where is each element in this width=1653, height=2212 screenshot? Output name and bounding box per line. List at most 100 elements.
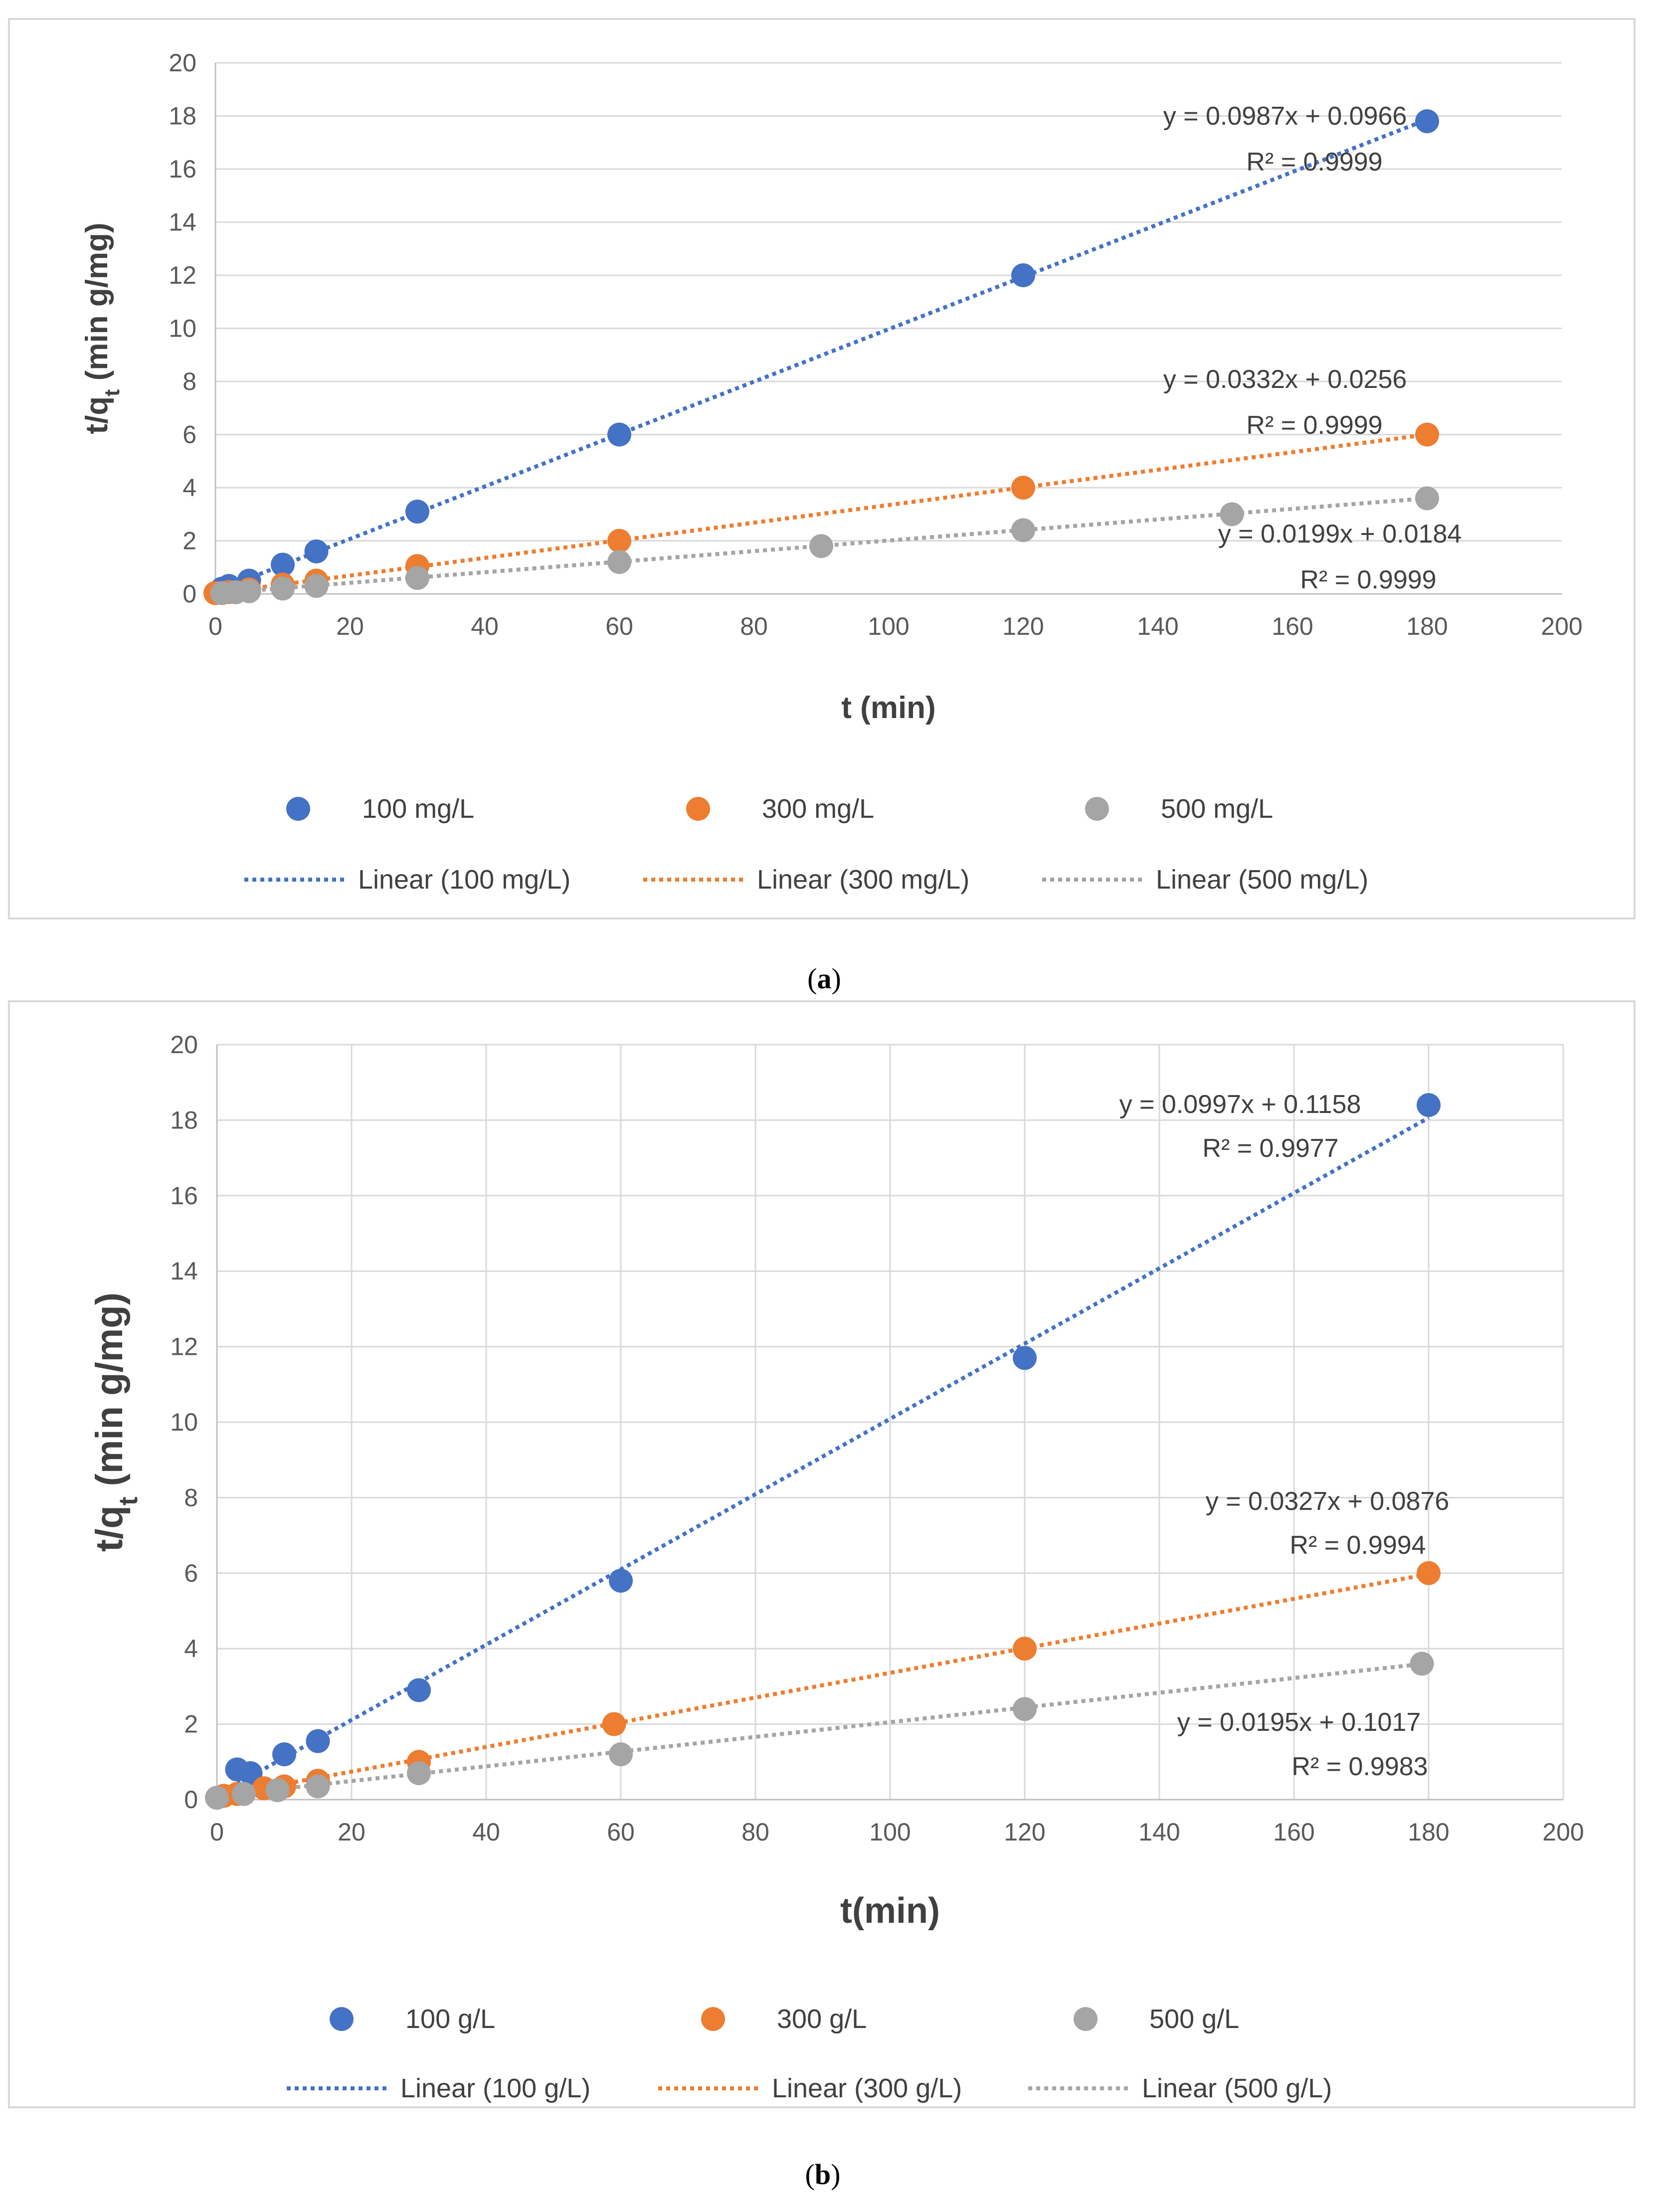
legend-marker xyxy=(1074,2007,1098,2031)
y-tick-label: 12 xyxy=(169,261,196,289)
trendline-equation: y = 0.0987x + 0.0966 xyxy=(1163,102,1407,131)
trendline-equation: y = 0.0199x + 0.0184 xyxy=(1218,520,1462,549)
y-tick-label: 8 xyxy=(183,368,196,395)
trendline-equation: y = 0.0332x + 0.0256 xyxy=(1163,365,1407,394)
legend-label: 100 g/L xyxy=(405,2004,495,2034)
x-tick-label: 180 xyxy=(1406,612,1448,640)
data-point xyxy=(407,1761,431,1786)
trendline-equation: y = 0.0195x + 0.1017 xyxy=(1177,1708,1421,1737)
legend-label: 500 g/L xyxy=(1149,2004,1239,2034)
x-axis-title: t(min) xyxy=(840,1891,940,1931)
data-point xyxy=(609,1568,633,1593)
x-tick-label: 20 xyxy=(338,1818,366,1846)
data-point xyxy=(271,576,295,601)
data-point xyxy=(609,1742,633,1767)
data-point xyxy=(1415,486,1439,511)
data-point xyxy=(1410,1652,1434,1676)
x-tick-label: 200 xyxy=(1541,612,1582,640)
data-point xyxy=(1415,109,1439,134)
data-point xyxy=(1011,518,1035,543)
y-axis-title: t/qt (min g/mg) xyxy=(80,222,124,434)
trendline-r2: R² = 0.9999 xyxy=(1300,565,1436,594)
data-point xyxy=(1013,1697,1037,1721)
y-tick-label: 4 xyxy=(184,1635,198,1662)
data-point xyxy=(304,574,329,598)
x-tick-label: 40 xyxy=(471,612,499,640)
data-point xyxy=(809,534,833,558)
panel-caption: (a) xyxy=(807,962,841,995)
data-point xyxy=(607,550,631,574)
data-point xyxy=(405,566,429,590)
data-point xyxy=(205,1786,229,1810)
x-tick-label: 0 xyxy=(210,1818,224,1846)
x-tick-label: 40 xyxy=(472,1818,500,1846)
y-axis-title: t/qt (min g/mg) xyxy=(88,1292,143,1552)
data-point xyxy=(405,499,429,524)
y-tick-label: 20 xyxy=(169,49,196,77)
y-tick-label: 2 xyxy=(183,527,196,555)
legend-trend-label: Linear (100 mg/L) xyxy=(358,865,570,895)
data-point xyxy=(602,1712,626,1736)
y-tick-label: 20 xyxy=(170,1031,198,1059)
legend-marker xyxy=(330,2007,354,2031)
legend-label: 100 mg/L xyxy=(362,794,474,824)
y-tick-label: 6 xyxy=(183,421,196,449)
legend-trend-label: Linear (300 g/L) xyxy=(772,2073,962,2103)
data-point xyxy=(1415,422,1439,447)
x-tick-label: 60 xyxy=(607,1818,635,1846)
x-tick-label: 140 xyxy=(1137,612,1178,640)
chart-frame xyxy=(8,1000,1636,2108)
data-point xyxy=(304,539,329,563)
x-tick-label: 160 xyxy=(1272,612,1313,640)
y-tick-label: 18 xyxy=(170,1106,198,1134)
y-tick-label: 16 xyxy=(169,155,196,183)
trendline-r2: R² = 0.9999 xyxy=(1246,148,1382,177)
legend-label: 500 mg/L xyxy=(1161,794,1273,824)
legend-marker xyxy=(286,797,310,821)
data-point xyxy=(232,1782,256,1806)
y-tick-label: 4 xyxy=(183,474,196,502)
x-tick-label: 200 xyxy=(1542,1818,1584,1846)
y-tick-label: 0 xyxy=(184,1786,198,1814)
data-point xyxy=(271,553,295,577)
chart-frame xyxy=(8,18,1636,920)
data-point xyxy=(1013,1346,1037,1370)
x-tick-label: 60 xyxy=(605,612,633,640)
y-tick-label: 8 xyxy=(184,1483,198,1511)
x-tick-label: 100 xyxy=(869,1818,911,1846)
x-tick-label: 120 xyxy=(1004,1818,1045,1846)
legend-marker xyxy=(1085,797,1109,821)
y-tick-label: 6 xyxy=(184,1559,198,1587)
trendline-equation: y = 0.0327x + 0.0876 xyxy=(1206,1487,1450,1516)
trendline-r2: R² = 0.9994 xyxy=(1289,1531,1426,1560)
data-point xyxy=(1220,502,1244,527)
legend-trend-label: Linear (500 mg/L) xyxy=(1156,865,1368,895)
x-tick-label: 120 xyxy=(1002,612,1044,640)
trendline-r2: R² = 0.9983 xyxy=(1291,1752,1428,1781)
x-tick-label: 140 xyxy=(1138,1818,1180,1846)
data-point xyxy=(306,1729,330,1753)
y-tick-label: 14 xyxy=(170,1257,198,1285)
data-point xyxy=(607,529,631,553)
data-point xyxy=(1417,1561,1441,1585)
data-point xyxy=(272,1742,296,1767)
trendline-r2: R² = 0.9977 xyxy=(1202,1134,1338,1163)
data-point xyxy=(237,579,261,603)
panel-caption: (b) xyxy=(805,2158,841,2191)
trendline-r2: R² = 0.9999 xyxy=(1246,411,1382,440)
legend-trend-label: Linear (300 mg/L) xyxy=(757,865,969,895)
data-point xyxy=(265,1778,290,1803)
x-tick-label: 20 xyxy=(336,612,364,640)
y-tick-label: 10 xyxy=(169,315,196,343)
x-tick-label: 80 xyxy=(740,612,768,640)
y-tick-label: 14 xyxy=(169,208,196,236)
legend-label: 300 mg/L xyxy=(762,794,874,824)
y-tick-label: 16 xyxy=(170,1182,198,1210)
x-tick-label: 100 xyxy=(868,612,909,640)
legend-trend-label: Linear (500 g/L) xyxy=(1142,2073,1332,2103)
y-tick-label: 12 xyxy=(170,1333,198,1361)
legend-label: 300 g/L xyxy=(777,2004,867,2034)
